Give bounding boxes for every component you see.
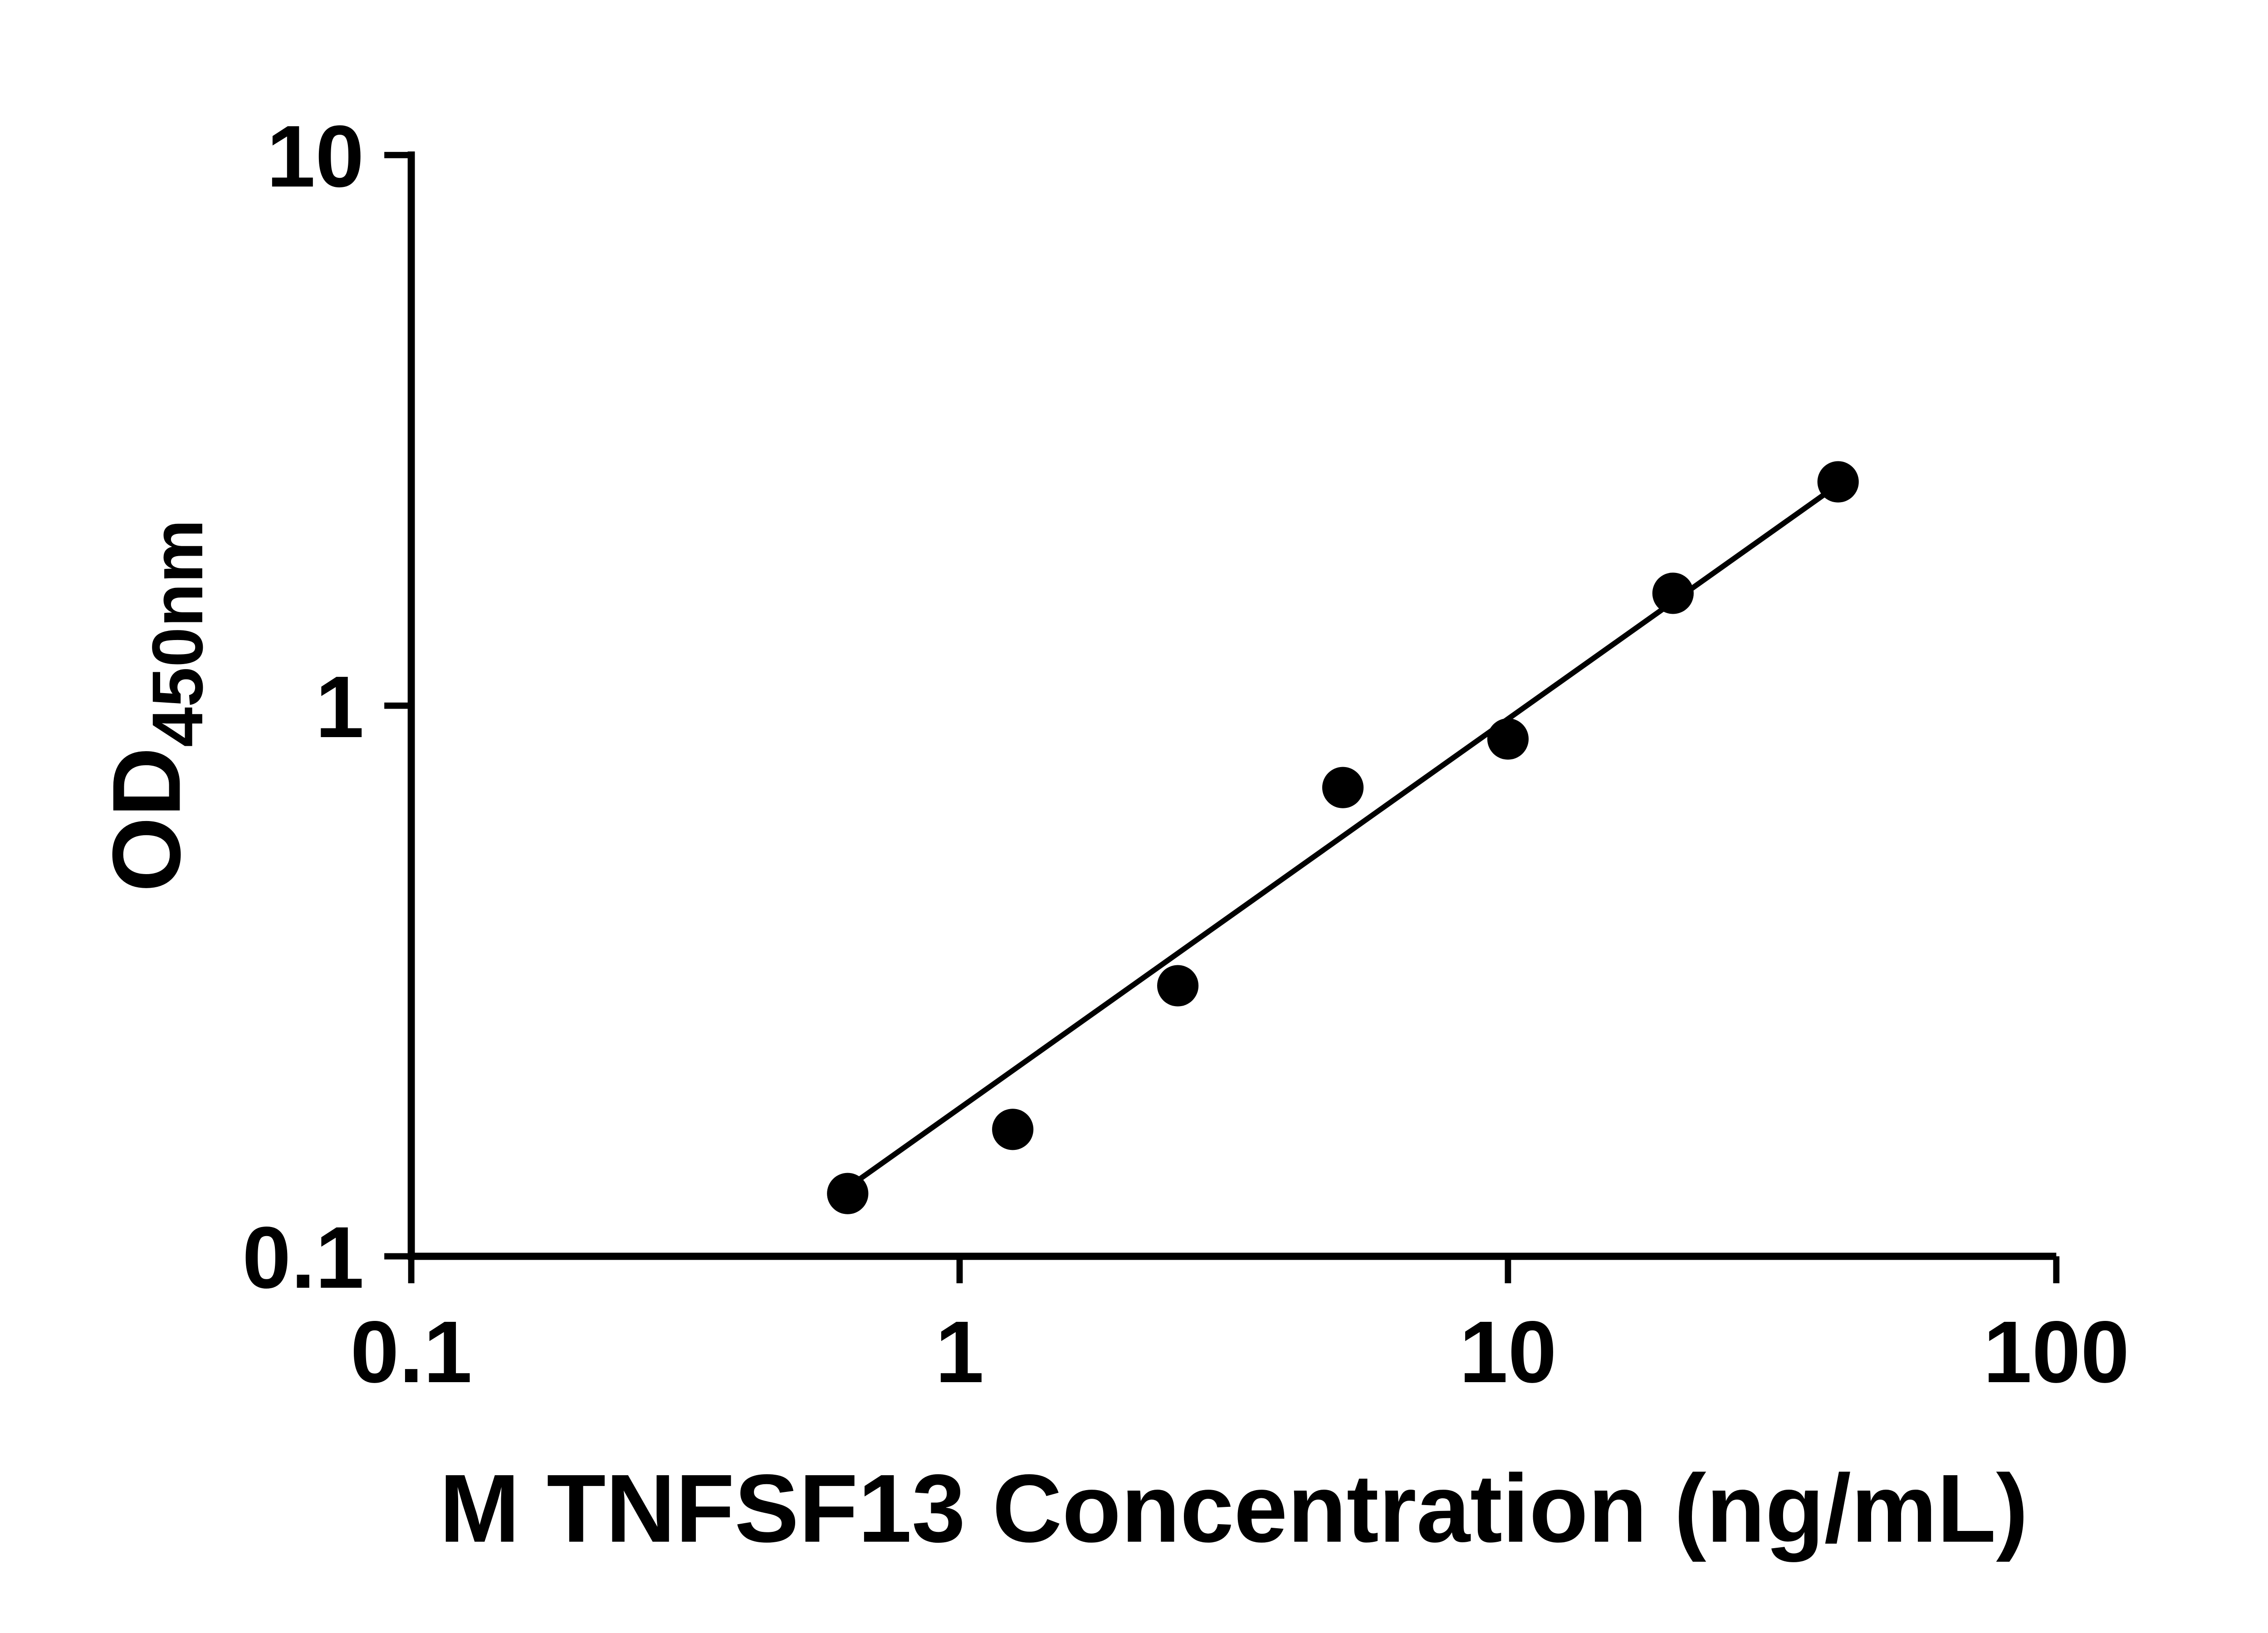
- data-point: [1322, 767, 1364, 808]
- data-point: [1652, 572, 1694, 614]
- x-tick-label: 100: [1983, 1303, 2129, 1401]
- data-point: [1487, 718, 1529, 760]
- y-tick-label: 10: [267, 107, 364, 205]
- y-axis-title: OD450nm: [93, 519, 218, 892]
- x-tick-label: 0.1: [350, 1303, 472, 1401]
- data-point: [1157, 965, 1199, 1007]
- data-series-layer: [827, 461, 1859, 1214]
- data-point: [992, 1109, 1034, 1150]
- x-tick-label: 1: [935, 1303, 984, 1401]
- x-tick-label: 10: [1459, 1303, 1557, 1401]
- data-point: [1817, 461, 1859, 503]
- x-axis-title: M TNFSF13 Concentration (ng/mL): [440, 1455, 2028, 1563]
- data-point: [827, 1173, 869, 1214]
- y-axis-title-main: OD: [93, 747, 200, 892]
- axes-layer: 0.1 1 10 100 0.1 1 10: [242, 107, 2129, 1401]
- y-tick-label: 0.1: [242, 1208, 364, 1306]
- y-axis-title-subscript: 450nm: [137, 519, 218, 747]
- y-tick-label: 1: [315, 658, 364, 756]
- axis-frame: [407, 151, 2057, 1260]
